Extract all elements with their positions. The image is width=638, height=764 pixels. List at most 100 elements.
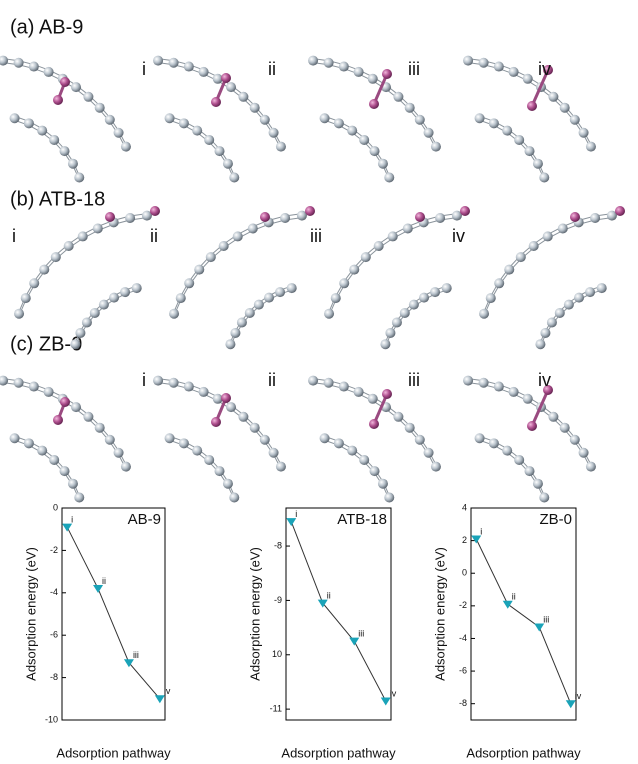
- atom: [596, 283, 607, 294]
- structure: [308, 55, 441, 183]
- atom: [590, 213, 601, 224]
- structure: [153, 55, 286, 183]
- atom: [275, 141, 286, 152]
- structure: [308, 375, 441, 503]
- point-label: ii: [327, 591, 331, 601]
- atom: [528, 240, 539, 251]
- atom: [408, 299, 419, 310]
- structure-label: iv: [538, 59, 551, 79]
- y-tick-label: 0: [53, 502, 58, 512]
- atom: [460, 206, 470, 216]
- data-point: [565, 700, 576, 709]
- y-tick-label: -10: [45, 714, 58, 724]
- atom: [323, 57, 334, 68]
- atom: [543, 385, 553, 395]
- atom: [183, 61, 194, 72]
- atom: [23, 118, 34, 129]
- atom: [249, 102, 260, 113]
- atom: [524, 466, 535, 477]
- atom: [113, 447, 124, 458]
- atom: [247, 223, 258, 234]
- structure-label: iii: [408, 370, 420, 390]
- atom: [211, 97, 221, 107]
- atom: [49, 454, 60, 465]
- atom: [393, 411, 404, 422]
- atom: [522, 393, 533, 404]
- y-tick-label: -6: [50, 630, 58, 640]
- atom: [164, 433, 175, 444]
- atom: [435, 213, 446, 224]
- atom: [150, 206, 160, 216]
- atom: [74, 172, 85, 183]
- atom: [502, 445, 513, 456]
- atom: [120, 461, 131, 472]
- data-point: [471, 535, 482, 544]
- atom: [75, 327, 86, 338]
- atom: [14, 308, 25, 319]
- atom: [13, 377, 24, 388]
- atom: [178, 438, 189, 449]
- atom: [493, 61, 504, 72]
- atom: [192, 445, 203, 456]
- atom: [94, 102, 105, 113]
- atom: [236, 317, 247, 328]
- atom: [105, 212, 115, 222]
- data-point: [317, 599, 328, 608]
- atom: [275, 287, 286, 298]
- atom: [404, 102, 415, 113]
- atom: [67, 158, 78, 169]
- atom: [296, 210, 307, 221]
- atom: [527, 421, 537, 431]
- atom: [9, 433, 20, 444]
- y-axis-label: Adsorption energy (eV): [432, 547, 447, 681]
- atom: [527, 101, 537, 111]
- structure: [463, 55, 596, 183]
- atom: [474, 113, 485, 124]
- y-tick-label: -2: [459, 600, 467, 610]
- atom: [559, 422, 570, 433]
- atom: [359, 134, 370, 145]
- atom: [488, 118, 499, 129]
- atom: [548, 91, 559, 102]
- atom: [214, 466, 225, 477]
- atom: [548, 411, 559, 422]
- atom: [94, 422, 105, 433]
- atom: [175, 293, 186, 304]
- atom: [559, 102, 570, 113]
- atom: [83, 91, 94, 102]
- atom: [275, 461, 286, 472]
- atom: [238, 411, 249, 422]
- point-label: i: [480, 526, 482, 536]
- atom: [585, 461, 596, 472]
- atom: [204, 134, 215, 145]
- atom: [305, 206, 315, 216]
- atom: [524, 146, 535, 157]
- data-point: [62, 523, 73, 532]
- atom: [569, 434, 580, 445]
- structure-label: iv: [538, 370, 551, 390]
- structure-label: iii: [310, 226, 322, 246]
- atom: [168, 377, 179, 388]
- chart-title: ZB-0: [539, 511, 572, 528]
- atom: [20, 293, 31, 304]
- y-tick-label: -8: [50, 672, 58, 682]
- atom: [474, 433, 485, 444]
- atom: [53, 415, 63, 425]
- atom: [367, 73, 378, 84]
- structure-label: i: [142, 370, 146, 390]
- bond: [530, 69, 550, 107]
- bond: [530, 389, 550, 427]
- point-label: ii: [102, 576, 106, 586]
- data-line: [66, 526, 161, 700]
- atom: [384, 172, 395, 183]
- atom: [50, 252, 61, 263]
- atom: [120, 287, 131, 298]
- atom: [0, 55, 9, 66]
- atom: [28, 381, 39, 392]
- atom: [92, 223, 103, 234]
- atom: [463, 55, 474, 66]
- atom: [211, 417, 221, 427]
- atom: [9, 113, 20, 124]
- atom: [404, 422, 415, 433]
- atom: [221, 73, 231, 83]
